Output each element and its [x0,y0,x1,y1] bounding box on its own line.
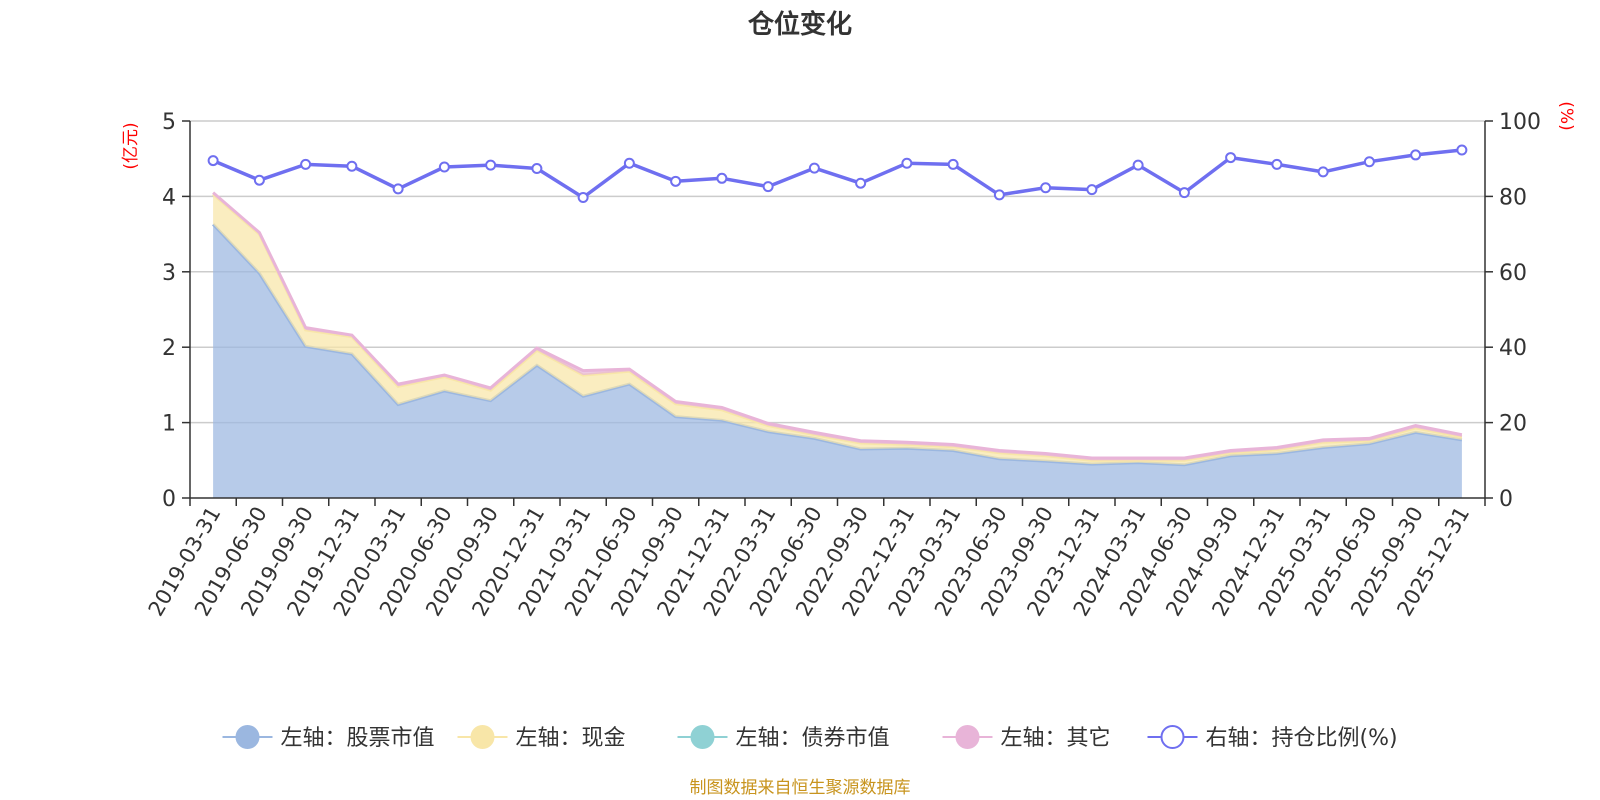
legend: 左轴：股票市值 左轴：现金 左轴：债券市值 左轴：其它 右轴：持仓比例(%) [222,725,1398,751]
ratio-point [1225,152,1237,164]
ratio-point [1271,158,1283,170]
left-axis-tick-label: 0 [162,487,176,512]
legend-label: 左轴：现金 [516,726,626,751]
area-edge-左轴：其它 [212,191,1463,460]
ratio-point [346,160,358,172]
legend-marker [955,725,980,749]
ratio-point [253,174,265,186]
ratio-point [716,172,728,184]
ratio-point [531,163,543,175]
right-axis-tick-label: 20 [1499,412,1527,437]
ratio-point [670,175,682,187]
gridlines [190,120,1485,424]
legend-item: 左轴：股票市值 [222,725,435,751]
legend-label: 左轴：股票市值 [281,726,435,751]
ratio-point [207,155,219,167]
left-axis-tick-label: 3 [162,261,176,286]
ratio-point [808,162,820,174]
right-axis-tick-label: 40 [1499,336,1527,361]
ratio-point [993,189,1005,201]
ratio-point [1363,156,1375,168]
ratio-point [1456,144,1468,156]
area-左轴：股票市值 [213,224,1462,499]
legend-item: 左轴：债券市值 [677,725,890,751]
legend-marker [1160,725,1185,749]
ratio-point [300,158,312,170]
left-axis-tick-label: 2 [162,336,176,361]
legend-item: 左轴：现金 [457,725,626,751]
right-axis-tick-label: 80 [1499,185,1527,210]
ratio-point [392,183,404,195]
ratio-point [855,177,867,189]
ratio-point [1410,149,1422,161]
right-axis-tick-label: 100 [1499,110,1541,135]
right-axis-tick-label: 60 [1499,261,1527,286]
chart-title: 仓位变化 [747,9,852,40]
ratio-point [901,157,913,169]
right-axis-unit: (%) [1556,101,1576,130]
legend-marker [470,725,495,749]
ratio-line [212,148,1463,200]
ratio-point [623,157,635,169]
left-axis-tick-label: 4 [162,185,176,210]
legend-label: 左轴：其它 [1001,726,1111,751]
ratio-point [762,181,774,193]
ratio-point [1086,184,1098,196]
source-note: 制图数据来自恒生聚源数据库 [690,778,911,798]
legend-item: 右轴：持仓比例(%) [1147,725,1398,751]
ratio-point [1040,182,1052,194]
ratio-point [485,159,497,171]
ratio-point [1132,159,1144,171]
ratio-point [1178,187,1190,199]
left-axis-unit: (亿元) [121,122,141,169]
stacked-areas [212,191,1463,499]
ratio-point [577,192,589,204]
legend-label: 左轴：债券市值 [736,726,890,751]
ratio-point [438,161,450,173]
ratio-point [947,158,959,170]
left-axis-tick-label: 5 [162,110,176,135]
legend-marker [235,725,260,749]
ratio-line-series [207,144,1468,204]
legend-label: 右轴：持仓比例(%) [1206,726,1398,751]
ratio-point [1317,166,1329,178]
legend-item: 左轴：其它 [942,725,1111,751]
right-axis-tick-label: 0 [1499,487,1513,512]
legend-marker [690,725,715,749]
left-axis-tick-label: 1 [162,412,176,437]
